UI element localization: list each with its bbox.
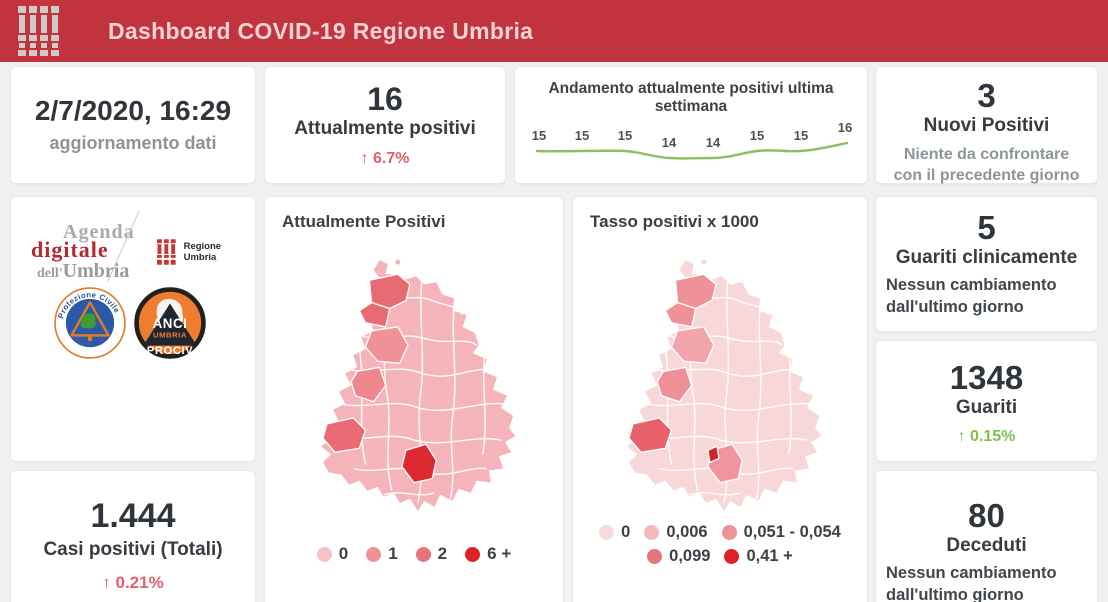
svg-text:14: 14 (662, 135, 677, 150)
svg-text:UMBRIA: UMBRIA (153, 330, 187, 339)
card-guariti: 1348 Guariti ↑ 0.15% (875, 340, 1098, 462)
casi-delta: ↑ 0.21% (102, 572, 164, 592)
agenda-digitale-logo: Agenda digitale dell'Umbria (31, 221, 151, 283)
map-attualmente-legend: 0 1 2 6 + (265, 544, 563, 564)
guariti-clinicamente-label: Guariti clinicamente (895, 246, 1078, 268)
card-map-tasso: Tasso positivi x 1000 0 (572, 196, 868, 602)
legend-item: 0,099 (647, 547, 710, 566)
legend-item: 0,41 + (724, 547, 793, 566)
legend-item: 0 (599, 523, 630, 542)
casi-label: Casi positivi (Totali) (43, 539, 223, 561)
legend-item: 1 (366, 544, 398, 564)
nuovi-note: Niente da confrontare con il precedente … (893, 145, 1080, 184)
regione-umbria-label: Regione Umbria (183, 241, 222, 263)
andamento-title: Andamento attualmente positivi ultima se… (548, 80, 834, 115)
card-guariti-clinicamente: 5 Guariti clinicamente Nessun cambiament… (875, 196, 1098, 332)
update-label: aggiornamento dati (49, 133, 217, 153)
regione-umbria-logo: Regione Umbria (157, 239, 255, 265)
legend-item: 2 (415, 544, 447, 564)
svg-text:16: 16 (838, 120, 852, 135)
guariti-value: 1348 (949, 359, 1024, 396)
attualmente-delta: ↑ 6.7% (360, 149, 410, 167)
guariti-clinicamente-note: Nessun cambiamento dall'ultimo giorno (886, 275, 1057, 316)
deceduti-value: 80 (968, 497, 1005, 534)
umbria-map-tasso (626, 259, 822, 511)
svg-text:PROCIV: PROCIV (147, 345, 193, 357)
legend-dot (721, 525, 737, 540)
agenda-logo-line2: digitale (31, 237, 109, 262)
card-casi-totali: 1.444 Casi positivi (Totali) ↑ 0.21% (10, 470, 256, 602)
protezione-civile-logo: Protezione Civile Regione Umbria (54, 287, 126, 359)
legend-dot (316, 546, 332, 562)
update-timestamp: 2/7/2020, 16:29 (34, 95, 232, 126)
app-header: Dashboard COVID-19 Regione Umbria (0, 0, 1108, 62)
legend-dot (599, 525, 615, 540)
page-title: Dashboard COVID-19 Regione Umbria (108, 17, 534, 44)
map-attualmente-title: Attualmente Positivi (282, 212, 446, 231)
legend-item: 0,006 (644, 523, 708, 542)
casi-value: 1.444 (90, 497, 176, 535)
svg-text:15: 15 (575, 128, 589, 143)
svg-text:15: 15 (794, 128, 808, 143)
map-tasso-legend: 0 0,006 0,051 - 0,054 0,099 0,41 + (573, 523, 867, 566)
guariti-delta: ↑ 0.15% (957, 427, 1016, 445)
svg-text:ANCI: ANCI (153, 316, 188, 331)
card-deceduti: 80 Deceduti Nessun cambiamento dall'ulti… (875, 470, 1098, 602)
anci-prociv-logo: ANCI UMBRIA PROCIV (134, 287, 206, 359)
card-map-attualmente: Attualmente Positivi 0 1 (264, 196, 564, 602)
legend-dot (644, 525, 660, 540)
svg-text:15: 15 (750, 128, 764, 143)
nuovi-label: Nuovi Positivi (923, 114, 1050, 136)
regione-umbria-gonfalone-icon (18, 6, 59, 56)
sparkline-path (535, 141, 849, 160)
map-tasso-title: Tasso positivi x 1000 (590, 212, 759, 231)
card-attualmente-positivi: 16 Attualmente positivi ↑ 6.7% (264, 66, 506, 184)
agenda-logo-line3: dell'Umbria (37, 260, 130, 282)
svg-text:15: 15 (532, 128, 546, 143)
legend-item: 0 (316, 544, 348, 564)
card-andamento: Andamento attualmente positivi ultima se… (514, 66, 868, 184)
attualmente-value: 16 (367, 81, 403, 117)
attualmente-label: Attualmente positivi (294, 117, 476, 139)
legend-dot (366, 546, 382, 562)
card-nuovi-positivi: 3 Nuovi Positivi Niente da confrontare c… (875, 66, 1098, 184)
deceduti-label: Deceduti (946, 534, 1027, 556)
agenda-logo-line1: Agenda (63, 221, 135, 243)
legend-dot (465, 546, 481, 562)
umbria-map-attualmente (320, 259, 516, 511)
guariti-clinicamente-value: 5 (977, 209, 996, 246)
card-logos: Agenda digitale dell'Umbria Regione Umbr… (10, 196, 256, 462)
legend-item: 0,051 - 0,054 (721, 523, 841, 542)
deceduti-note: Nessun cambiamento dall'ultimo giorno (886, 563, 1057, 602)
legend-dot (647, 549, 663, 564)
sparkline-chart: 15 15 15 14 14 15 15 16 (532, 120, 852, 160)
legend-item: 6 + (465, 544, 511, 564)
guariti-label: Guariti (955, 396, 1018, 418)
legend-dot (724, 549, 740, 564)
svg-text:15: 15 (618, 128, 632, 143)
regione-umbria-bars-icon (157, 239, 176, 265)
nuovi-value: 3 (977, 77, 996, 114)
legend-dot (415, 546, 431, 562)
svg-text:14: 14 (706, 135, 721, 150)
card-update: 2/7/2020, 16:29 aggiornamento dati (10, 66, 256, 184)
